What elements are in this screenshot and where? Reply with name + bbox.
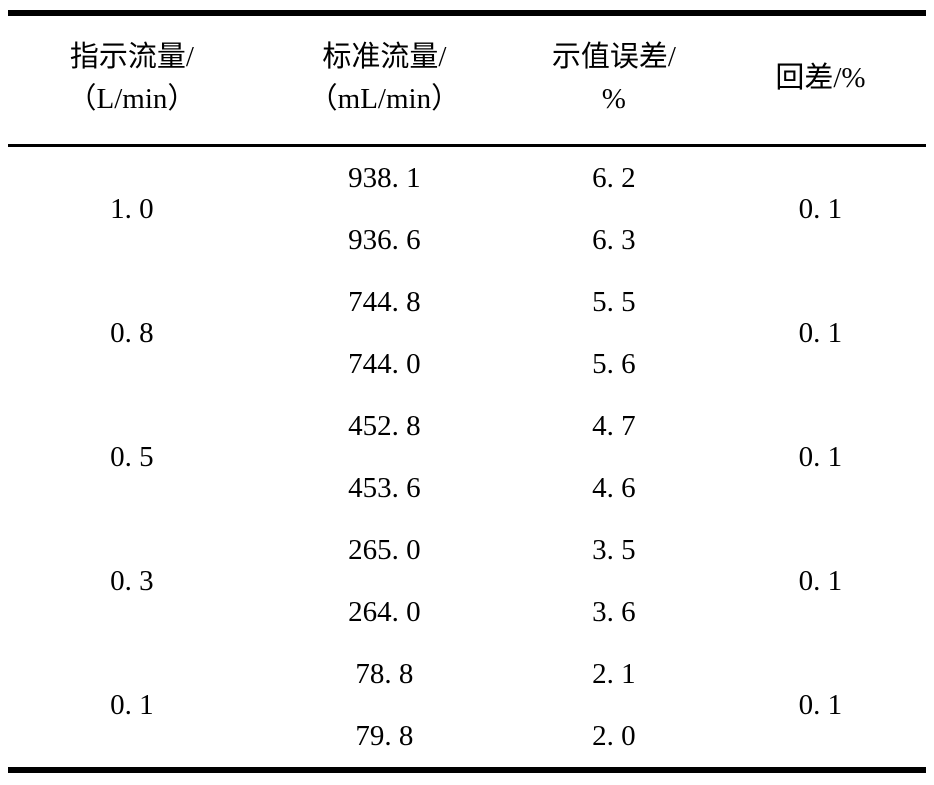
- indicated-flow-cell: 1. 0: [110, 192, 154, 225]
- table-row: 0. 5 452. 8 4. 7 0. 1: [8, 395, 926, 473]
- indicated-flow-cell: 0. 3: [110, 564, 154, 597]
- header-line: （L/min）: [67, 83, 197, 116]
- hysteresis-cell: 0. 1: [798, 564, 843, 597]
- standard-flow-cell: 744. 0: [348, 347, 421, 380]
- standard-flow-cell: 938. 1: [348, 161, 421, 194]
- table-row: 453. 6 4. 6: [8, 457, 926, 519]
- hysteresis-cell: 0. 1: [798, 316, 843, 349]
- error-cell: 3. 6: [592, 595, 636, 628]
- error-cell: 6. 2: [592, 161, 636, 194]
- header-line: 标准流量/: [322, 41, 447, 73]
- table-row: 79. 8 2. 0: [8, 705, 926, 770]
- table-header-row: 指示流量/ （L/min） 标准流量/ （mL/min） 示值误差/ % 回差/…: [8, 13, 926, 148]
- flow-calibration-table: 指示流量/ （L/min） 标准流量/ （mL/min） 示值误差/ % 回差/…: [8, 10, 926, 774]
- table-row: 0. 1 78. 8 2. 1 0. 1: [8, 643, 926, 721]
- table-row: 936. 6 6. 3: [8, 209, 926, 271]
- indicated-flow-cell: 0. 1: [110, 688, 154, 721]
- standard-flow-cell: 453. 6: [348, 471, 421, 504]
- error-cell: 4. 6: [592, 471, 636, 504]
- standard-flow-cell: 744. 8: [348, 285, 421, 318]
- header-line: 回差/%: [775, 62, 866, 95]
- error-cell: 5. 6: [592, 347, 636, 380]
- error-cell: 2. 1: [592, 657, 636, 690]
- header-line: （mL/min）: [308, 83, 461, 116]
- error-cell: 5. 5: [592, 285, 636, 318]
- col-header-indicated-flow: 指示流量/ （L/min）: [8, 13, 256, 148]
- standard-flow-cell: 79. 8: [355, 719, 414, 752]
- header-line: %: [601, 83, 626, 116]
- standard-flow-cell: 78. 8: [355, 657, 414, 690]
- standard-flow-cell: 264. 0: [348, 595, 421, 628]
- error-cell: 3. 5: [592, 533, 636, 566]
- col-header-indication-error: 示值误差/ %: [512, 13, 715, 148]
- indicated-flow-cell: 0. 8: [110, 316, 154, 349]
- standard-flow-cell: 452. 8: [348, 409, 421, 442]
- hysteresis-cell: 0. 1: [798, 192, 843, 225]
- standard-flow-cell: 936. 6: [348, 223, 421, 256]
- table-row: 744. 0 5. 6: [8, 333, 926, 395]
- hysteresis-cell: 0. 1: [798, 688, 843, 721]
- header-line: 指示流量/: [69, 41, 194, 73]
- error-cell: 2. 0: [592, 719, 636, 752]
- hysteresis-cell: 0. 1: [798, 440, 843, 473]
- error-cell: 6. 3: [592, 223, 636, 256]
- table-row: 0. 3 265. 0 3. 5 0. 1: [8, 519, 926, 597]
- header-line: 示值误差/: [551, 41, 676, 73]
- table-row: 264. 0 3. 6: [8, 581, 926, 643]
- standard-flow-cell: 265. 0: [348, 533, 421, 566]
- table-row: 0. 8 744. 8 5. 5 0. 1: [8, 271, 926, 349]
- error-cell: 4. 7: [592, 409, 636, 442]
- table-row: 1. 0 938. 1 6. 2 0. 1: [8, 146, 926, 225]
- indicated-flow-cell: 0. 5: [110, 440, 154, 473]
- col-header-hysteresis: 回差/%: [714, 13, 926, 148]
- col-header-standard-flow: 标准流量/ （mL/min）: [255, 13, 513, 148]
